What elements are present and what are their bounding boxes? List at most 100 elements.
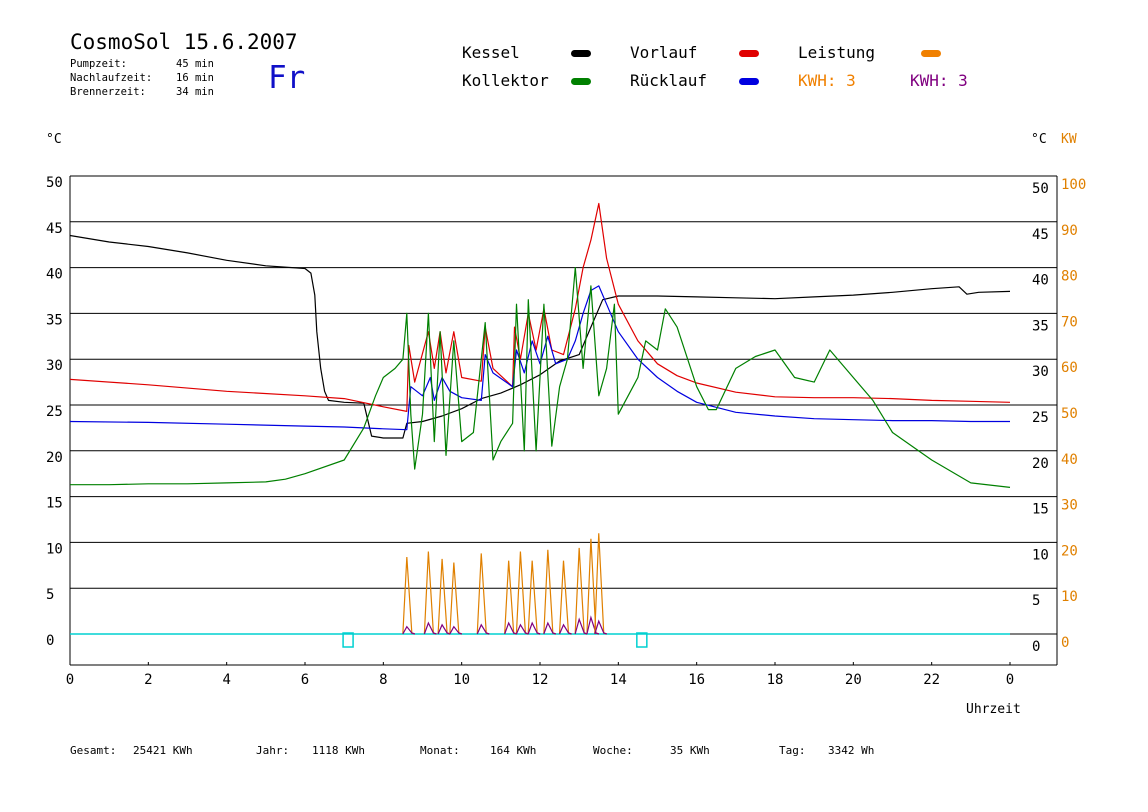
power-spike-11-1: [586, 615, 600, 635]
y-tick-kw-50: 50: [1061, 406, 1078, 422]
y-axis-left-unit: °C: [46, 132, 62, 147]
x-tick-12: 0: [1006, 672, 1014, 688]
y-tick-left-25: 25: [46, 404, 63, 420]
y-tick-left-40: 40: [46, 267, 63, 283]
footer-gesamt-label: Gesamt:: [70, 744, 117, 757]
power-spike-4-0: [476, 553, 490, 635]
power-spike-9-1: [558, 623, 572, 635]
y-tick-right-20: 20: [1032, 456, 1049, 472]
y-tick-left-0: 0: [46, 633, 54, 649]
power-spike-10-1: [574, 617, 588, 635]
y-axis-kw-unit: KW: [1061, 132, 1077, 147]
y-tick-right-30: 30: [1032, 364, 1049, 380]
legend-vorlauf-label: Vorlauf: [630, 43, 698, 62]
y-tick-kw-60: 60: [1061, 360, 1078, 376]
stat-brennerzeit-value: 34 min: [176, 86, 214, 98]
x-tick-3: 6: [301, 672, 309, 688]
power-spike-1-0: [423, 551, 437, 635]
legend-kollektor-label: Kollektor: [462, 71, 549, 90]
y-tick-right-40: 40: [1032, 273, 1049, 289]
y-tick-kw-10: 10: [1061, 589, 1078, 605]
power-spike-7-1: [527, 621, 541, 635]
series-lines: [69, 202, 1011, 488]
legend-ruecklauf-swatch: [739, 78, 759, 85]
power-spike-6-1: [515, 623, 529, 635]
stat-nachlaufzeit-value: 16 min: [176, 72, 214, 84]
weekday-label: Fr: [268, 60, 306, 96]
power-spike-2-1: [437, 623, 451, 635]
power-spike-5-1: [504, 621, 517, 635]
x-tick-1: 2: [144, 672, 152, 688]
power-spikes: [402, 533, 607, 635]
footer-woche-label: Woche:: [593, 744, 633, 757]
x-tick-6: 12: [532, 672, 549, 688]
footer-monat-value: 164 KWh: [490, 744, 537, 757]
power-spike-9-0: [558, 560, 572, 635]
baseline-marker-1: [636, 632, 648, 648]
legend-kwh-orange: KWH: 3: [798, 71, 856, 90]
y-tick-kw-70: 70: [1061, 314, 1078, 330]
x-tick-7: 14: [610, 672, 627, 688]
y-tick-right-50: 50: [1032, 181, 1049, 197]
power-spike-1-1: [423, 621, 437, 635]
legend-kessel-swatch: [571, 50, 591, 57]
y-tick-left-5: 5: [46, 587, 54, 603]
chart-title: CosmoSol 15.6.2007: [70, 30, 298, 54]
stat-nachlaufzeit-label: Nachlaufzeit:: [70, 72, 153, 84]
footer-gesamt-value: 25421 KWh: [133, 744, 193, 757]
y-tick-left-45: 45: [46, 221, 63, 237]
x-tick-5: 10: [453, 672, 470, 688]
legend-ruecklauf-label: Rücklauf: [630, 71, 708, 90]
power-spike-7-0: [527, 560, 541, 635]
y-tick-left-50: 50: [46, 175, 63, 191]
stat-pumpzeit-label: Pumpzeit:: [70, 58, 127, 70]
x-axis-label: Uhrzeit: [966, 702, 1021, 717]
power-spike-10-0: [574, 547, 588, 635]
grid-lines: [70, 175, 1057, 589]
legend-kwh-purple: KWH: 3: [910, 71, 968, 90]
legend-vorlauf-swatch: [739, 50, 759, 57]
x-tick-9: 18: [767, 672, 784, 688]
footer-monat-label: Monat:: [420, 744, 460, 757]
y-tick-kw-100: 100: [1061, 177, 1086, 193]
y-tick-right-35: 35: [1032, 318, 1049, 334]
power-spike-8-1: [543, 621, 557, 635]
footer-jahr-value: 1118 KWh: [312, 744, 365, 757]
footer-woche-value: 35 KWh: [670, 744, 710, 757]
x-tick-11: 22: [923, 672, 940, 688]
footer-tag-label: Tag:: [779, 744, 806, 757]
power-spike-3-1: [449, 625, 463, 635]
stat-pumpzeit-value: 45 min: [176, 58, 214, 70]
stat-brennerzeit-label: Brennerzeit:: [70, 86, 146, 98]
x-tick-10: 20: [845, 672, 862, 688]
power-spike-5-0: [504, 560, 517, 635]
y-tick-kw-80: 80: [1061, 269, 1078, 285]
y-tick-kw-20: 20: [1061, 543, 1078, 559]
baseline-markers: [342, 632, 648, 648]
y-tick-left-30: 30: [46, 358, 63, 374]
power-spike-2-0: [437, 558, 451, 635]
y-tick-left-15: 15: [46, 496, 63, 512]
power-spike-12-0: [594, 533, 607, 635]
power-spike-6-0: [515, 551, 529, 635]
y-tick-kw-40: 40: [1061, 452, 1078, 468]
power-spike-0-1: [402, 625, 416, 635]
footer-jahr-label: Jahr:: [256, 744, 290, 757]
y-tick-right-15: 15: [1032, 502, 1049, 518]
power-spike-4-1: [476, 623, 490, 635]
y-tick-right-10: 10: [1032, 547, 1049, 563]
y-tick-kw-90: 90: [1061, 223, 1078, 239]
power-spike-3-0: [449, 562, 463, 635]
series-line-rücklauf: [69, 285, 1010, 431]
legend-leistung-label: Leistung: [798, 43, 876, 62]
x-tick-8: 16: [688, 672, 705, 688]
x-tick-0: 0: [66, 672, 74, 688]
legend-kessel-label: Kessel: [462, 43, 520, 62]
y-tick-left-35: 35: [46, 312, 63, 328]
y-tick-right-5: 5: [1032, 593, 1040, 609]
y-tick-right-0: 0: [1032, 639, 1040, 655]
y-tick-left-10: 10: [46, 541, 63, 557]
footer-tag-value: 3342 Wh: [828, 744, 875, 757]
x-tick-2: 4: [222, 672, 230, 688]
